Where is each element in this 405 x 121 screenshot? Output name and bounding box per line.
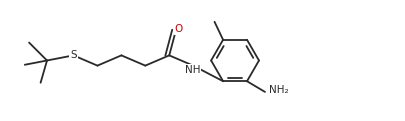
- Text: S: S: [70, 50, 77, 60]
- Text: NH: NH: [184, 65, 200, 75]
- Text: NH₂: NH₂: [268, 85, 288, 95]
- Text: O: O: [174, 24, 182, 34]
